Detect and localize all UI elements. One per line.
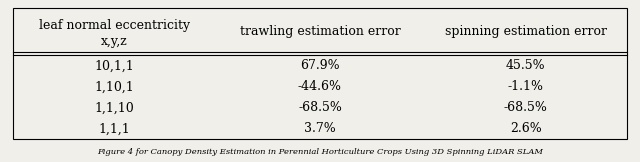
Text: 67.9%: 67.9% [300,59,340,72]
Text: -1.1%: -1.1% [508,80,544,93]
Text: -68.5%: -68.5% [504,101,548,114]
Text: 1,10,1: 1,10,1 [94,80,134,93]
Text: 2.6%: 2.6% [510,122,541,135]
Text: 1,1,1: 1,1,1 [99,122,130,135]
Text: spinning estimation error: spinning estimation error [445,25,607,38]
Text: leaf normal eccentricity: leaf normal eccentricity [38,19,189,32]
Text: x,y,z: x,y,z [101,35,127,48]
Text: 45.5%: 45.5% [506,59,546,72]
Text: 3.7%: 3.7% [304,122,336,135]
Text: trawling estimation error: trawling estimation error [239,25,401,38]
Text: 10,1,1: 10,1,1 [94,59,134,72]
Text: Figure 4 for Canopy Density Estimation in Perennial Horticulture Crops Using 3D : Figure 4 for Canopy Density Estimation i… [97,148,543,156]
Text: -68.5%: -68.5% [298,101,342,114]
Text: 1,1,10: 1,1,10 [94,101,134,114]
Text: -44.6%: -44.6% [298,80,342,93]
Bar [13,8,627,139]
